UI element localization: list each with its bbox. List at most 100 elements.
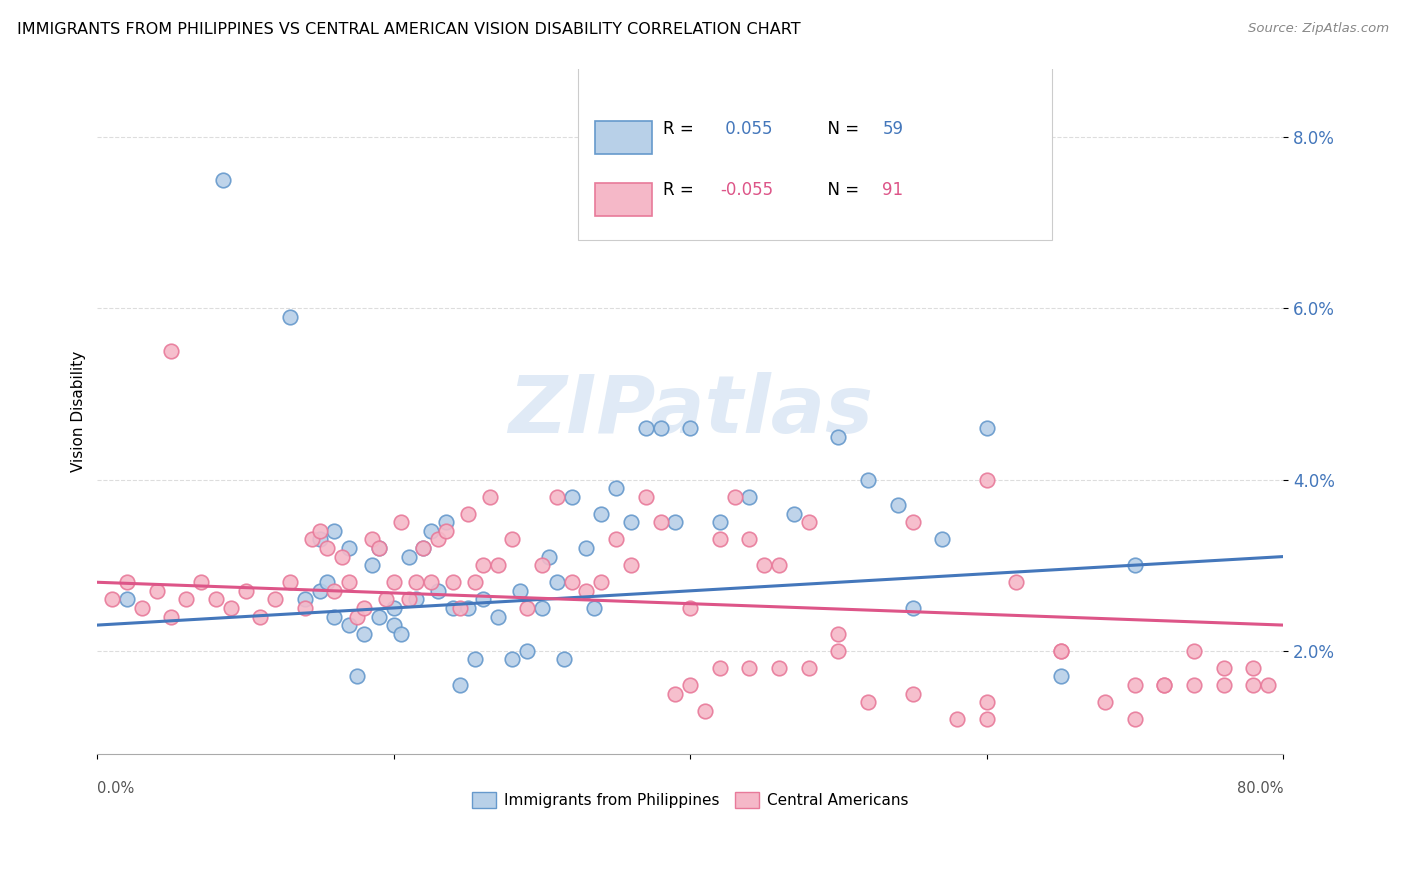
Point — [530, 558, 553, 573]
Text: Source: ZipAtlas.com: Source: ZipAtlas.com — [1249, 22, 1389, 36]
Text: 0.0%: 0.0% — [97, 780, 135, 796]
Point — [360, 558, 382, 573]
Point — [856, 695, 879, 709]
Point — [382, 618, 405, 632]
Point — [738, 661, 761, 675]
Legend: Immigrants from Philippines, Central Americans: Immigrants from Philippines, Central Ame… — [465, 786, 914, 814]
Point — [441, 575, 464, 590]
Point — [650, 421, 672, 435]
Point — [634, 490, 657, 504]
Point — [412, 541, 434, 555]
Point — [464, 575, 486, 590]
Point — [553, 652, 575, 666]
Text: -0.055: -0.055 — [720, 181, 773, 200]
Point — [353, 601, 375, 615]
Text: 0.055: 0.055 — [720, 120, 772, 137]
Point — [323, 609, 346, 624]
Point — [337, 575, 360, 590]
Text: ZIPatlas: ZIPatlas — [508, 372, 873, 450]
Point — [471, 592, 494, 607]
Point — [346, 669, 368, 683]
Point — [101, 592, 124, 607]
Point — [561, 490, 583, 504]
Point — [1123, 678, 1146, 692]
Point — [1212, 678, 1234, 692]
Point — [1182, 644, 1205, 658]
Point — [575, 583, 598, 598]
Text: R =: R = — [662, 181, 699, 200]
Point — [412, 541, 434, 555]
Point — [1182, 678, 1205, 692]
Point — [886, 498, 908, 512]
Point — [368, 541, 391, 555]
Point — [709, 661, 731, 675]
Point — [457, 601, 479, 615]
Point — [471, 558, 494, 573]
Point — [405, 575, 427, 590]
Point — [294, 601, 316, 615]
Point — [330, 549, 353, 564]
Point — [434, 524, 457, 538]
Point — [419, 524, 441, 538]
Point — [308, 533, 330, 547]
Point — [976, 695, 998, 709]
Point — [368, 541, 391, 555]
Point — [605, 481, 627, 495]
Point — [679, 678, 702, 692]
Point — [738, 490, 761, 504]
Point — [693, 704, 716, 718]
Point — [516, 644, 538, 658]
Point — [278, 575, 301, 590]
Point — [278, 310, 301, 324]
Point — [450, 601, 472, 615]
Point — [323, 583, 346, 598]
Point — [294, 592, 316, 607]
Point — [679, 601, 702, 615]
Point — [368, 609, 391, 624]
Point — [827, 626, 849, 640]
Point — [976, 473, 998, 487]
Point — [160, 609, 183, 624]
Text: 91: 91 — [883, 181, 904, 200]
Point — [145, 583, 167, 598]
Point — [346, 609, 368, 624]
Point — [1094, 695, 1116, 709]
Point — [1153, 678, 1175, 692]
Point — [360, 533, 382, 547]
Point — [308, 524, 330, 538]
Point — [530, 601, 553, 615]
Point — [1241, 678, 1264, 692]
Point — [115, 592, 138, 607]
FancyBboxPatch shape — [595, 183, 652, 216]
Point — [856, 473, 879, 487]
Point — [389, 516, 412, 530]
Point — [620, 516, 643, 530]
Point — [316, 575, 339, 590]
Point — [620, 558, 643, 573]
Point — [561, 575, 583, 590]
Point — [1212, 661, 1234, 675]
Point — [575, 541, 598, 555]
Point — [337, 618, 360, 632]
Point — [591, 507, 613, 521]
Point — [591, 575, 613, 590]
Point — [679, 421, 702, 435]
Point — [501, 533, 523, 547]
Point — [375, 592, 398, 607]
Point — [190, 575, 212, 590]
Point — [441, 601, 464, 615]
Point — [501, 652, 523, 666]
Point — [450, 678, 472, 692]
Point — [434, 516, 457, 530]
Point — [219, 601, 242, 615]
Point — [398, 592, 420, 607]
Point — [664, 516, 686, 530]
Point — [486, 609, 509, 624]
Point — [797, 516, 820, 530]
Point — [1049, 669, 1071, 683]
Point — [1123, 712, 1146, 726]
Point — [783, 507, 806, 521]
Point — [724, 490, 747, 504]
Point — [582, 601, 605, 615]
Point — [264, 592, 287, 607]
